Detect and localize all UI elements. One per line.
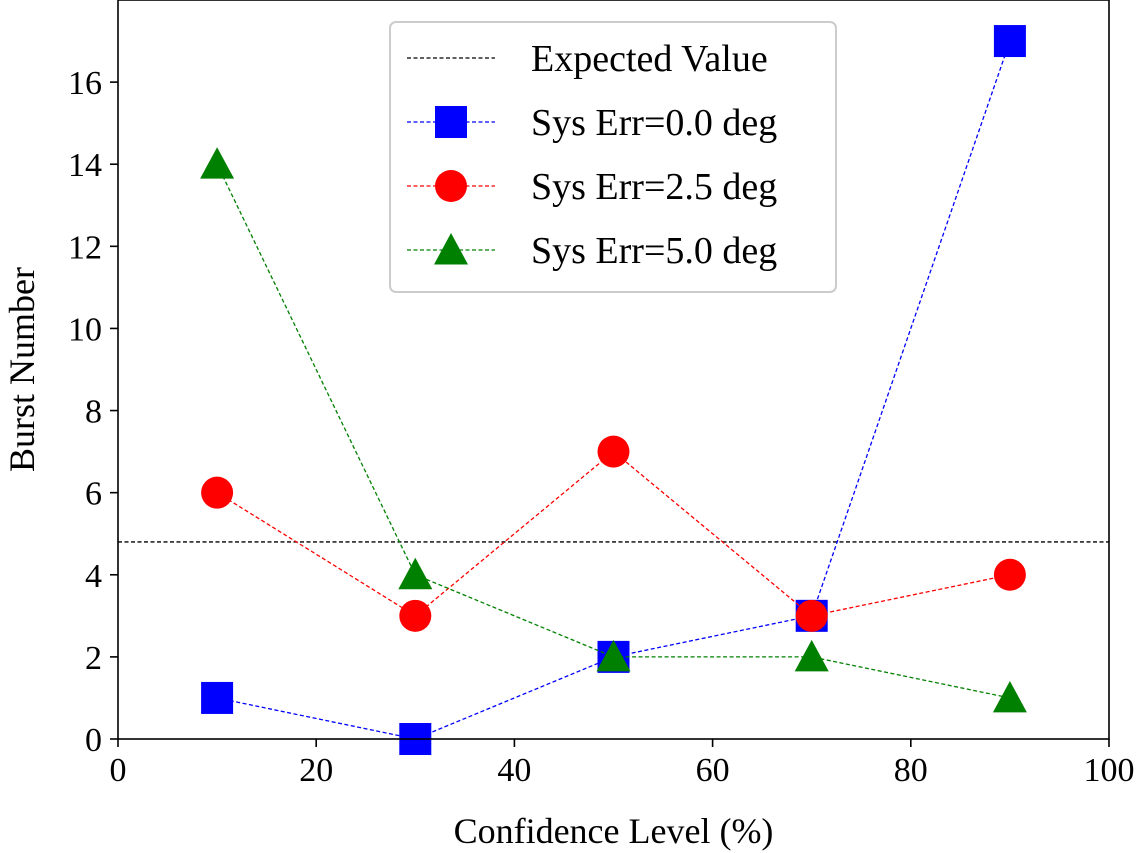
y-tick-label: 4 bbox=[85, 558, 102, 595]
data-point-circle-50 bbox=[597, 435, 630, 468]
data-point-circle-70 bbox=[795, 599, 828, 632]
legend-marker-square bbox=[435, 106, 467, 138]
data-point-square-10 bbox=[201, 681, 234, 714]
legend-entry: Sys Err=2.5 deg bbox=[407, 166, 777, 208]
legend-label: Sys Err=5.0 deg bbox=[531, 230, 777, 272]
data-point-square-90 bbox=[993, 25, 1026, 58]
y-tick-label: 10 bbox=[68, 311, 102, 348]
y-axis-title: Burst Number bbox=[2, 267, 42, 472]
y-tick-label: 0 bbox=[85, 722, 102, 759]
data-point-triangle-10 bbox=[200, 147, 235, 179]
series-circle bbox=[201, 435, 1026, 632]
series-triangle bbox=[200, 147, 1027, 713]
y-tick-label: 2 bbox=[85, 640, 102, 677]
x-tick-label: 100 bbox=[1084, 752, 1135, 789]
data-point-circle-90 bbox=[993, 558, 1026, 591]
y-tick-label: 14 bbox=[68, 147, 102, 184]
y-tick-label: 16 bbox=[68, 65, 102, 102]
x-axis-title: Confidence Level (%) bbox=[454, 811, 774, 851]
legend-label: Sys Err=0.0 deg bbox=[531, 102, 777, 144]
data-point-triangle-70 bbox=[794, 639, 829, 672]
plot-frame bbox=[117, 0, 1110, 740]
y-tick-label: 12 bbox=[68, 229, 102, 266]
data-point-circle-10 bbox=[201, 476, 234, 509]
x-tick-label: 80 bbox=[894, 752, 928, 789]
series-layer bbox=[118, 25, 1109, 755]
tick-labels: 0 20 40 60 80 100 0 2 4 6 8 10 12 14 16 bbox=[68, 65, 1135, 789]
data-point-circle-30 bbox=[399, 599, 432, 632]
legend-entry: Sys Err=5.0 deg bbox=[407, 230, 777, 272]
x-tick-label: 60 bbox=[696, 752, 730, 789]
legend-label: Expected Value bbox=[531, 38, 768, 80]
data-point-triangle-30 bbox=[398, 557, 433, 590]
x-tick-label: 40 bbox=[497, 752, 531, 789]
x-tick-label: 20 bbox=[299, 752, 333, 789]
x-tick-label: 0 bbox=[110, 752, 127, 789]
legend-entry: Sys Err=0.0 deg bbox=[407, 102, 777, 144]
legend-marker-triangle bbox=[434, 233, 468, 265]
data-point-triangle-90 bbox=[992, 680, 1027, 713]
legend: Expected Value Sys Err=0.0 deg Sys Err=2.5… bbox=[389, 21, 837, 293]
data-point-triangle-50 bbox=[596, 639, 631, 672]
legend-label: Sys Err=2.5 deg bbox=[531, 166, 777, 208]
legend-marker-circle bbox=[435, 170, 467, 202]
y-tick-label: 6 bbox=[85, 476, 102, 513]
y-tick-label: 8 bbox=[85, 394, 102, 431]
legend-entry: Expected Value bbox=[407, 38, 768, 80]
legend-box bbox=[389, 21, 837, 293]
axes bbox=[117, 0, 1110, 740]
